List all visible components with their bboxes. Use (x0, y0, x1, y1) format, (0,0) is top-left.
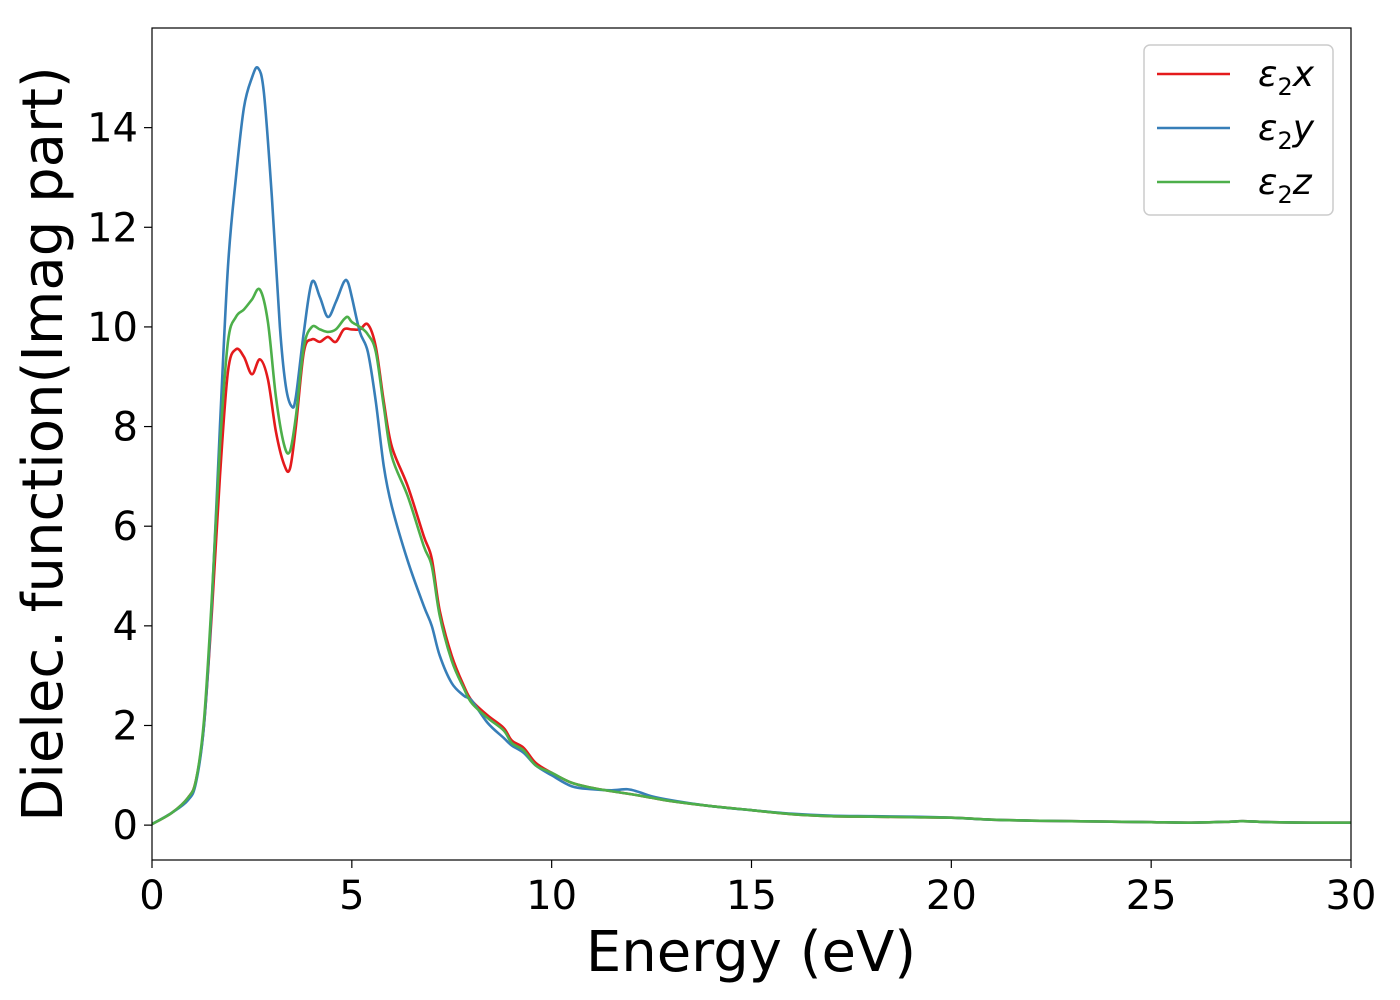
x-tick-label: 25 (1126, 873, 1177, 919)
y-tick-label: 6 (113, 504, 138, 550)
legend-box (1143, 44, 1334, 216)
y-tick-label: 12 (87, 205, 138, 251)
x-axis-label: Energy (eV) (586, 920, 916, 985)
x-tick-label: 20 (926, 873, 977, 919)
y-axis-label: Dielec. function(Imag part) (11, 66, 76, 822)
y-tick-label: 14 (87, 106, 138, 152)
legend-label-y: ε2y (1258, 108, 1315, 155)
x-tick-label: 15 (726, 873, 777, 919)
series-line-z (151, 287, 1352, 826)
y-tick-label: 4 (113, 604, 138, 650)
x-tick-label: 10 (526, 873, 577, 919)
y-tick-label: 0 (113, 803, 138, 849)
plot-lines (151, 66, 1352, 826)
x-tick-label: 0 (139, 873, 164, 919)
y-axis-ticks: 0 2 4 6 8 10 12 14 (87, 106, 152, 849)
x-tick-label: 5 (339, 873, 364, 919)
y-tick-label: 2 (113, 703, 138, 749)
x-axis-ticks: 0 5 10 15 20 25 30 (139, 860, 1376, 919)
legend-label-x: ε2x (1258, 54, 1315, 101)
series-line-x (151, 322, 1352, 826)
legend-label-z: ε2z (1258, 162, 1313, 209)
legend: ε2x ε2y ε2z (1143, 44, 1334, 216)
y-tick-label: 10 (87, 305, 138, 351)
y-tick-label: 8 (113, 405, 138, 451)
x-tick-label: 30 (1326, 873, 1377, 919)
